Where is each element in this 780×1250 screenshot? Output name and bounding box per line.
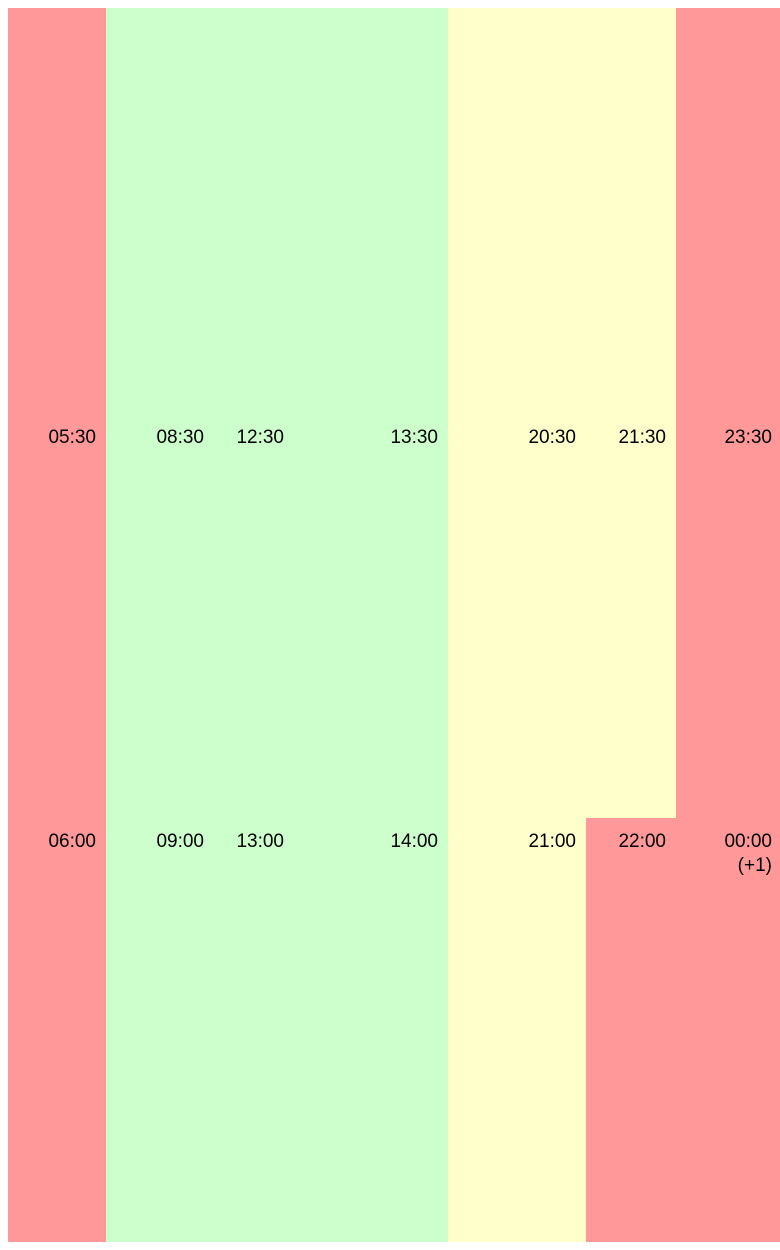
band-yellow-upper	[586, 8, 676, 818]
time-cell: 08:30	[156, 427, 204, 448]
time-cell-time: 00:00	[724, 831, 772, 852]
time-cell: 06:00	[48, 831, 96, 852]
band-red-lower	[586, 818, 676, 1242]
schedule-grid: 05:30 08:30 12:30 13:30 20:30 21:30 23:3…	[8, 8, 780, 1242]
band-red-left	[8, 8, 106, 1242]
time-cell: 20:30	[528, 427, 576, 448]
band-green	[106, 8, 448, 1242]
time-cell: 21:00	[528, 831, 576, 852]
band-red-right	[676, 8, 780, 1242]
time-cell: 21:30	[618, 427, 666, 448]
time-cell: 13:30	[390, 427, 438, 448]
band-yellow-full	[448, 8, 586, 1242]
time-cell: 14:00	[390, 831, 438, 852]
time-cell: 23:30	[724, 427, 772, 448]
time-cell: 12:30	[236, 427, 284, 448]
next-day-marker: (+1)	[737, 855, 772, 876]
time-cell: 13:00	[236, 831, 284, 852]
time-cell-next-day: 00:00 (+1)	[676, 830, 772, 878]
time-cell: 22:00	[618, 831, 666, 852]
time-cell: 09:00	[156, 831, 204, 852]
time-cell: 05:30	[48, 427, 96, 448]
